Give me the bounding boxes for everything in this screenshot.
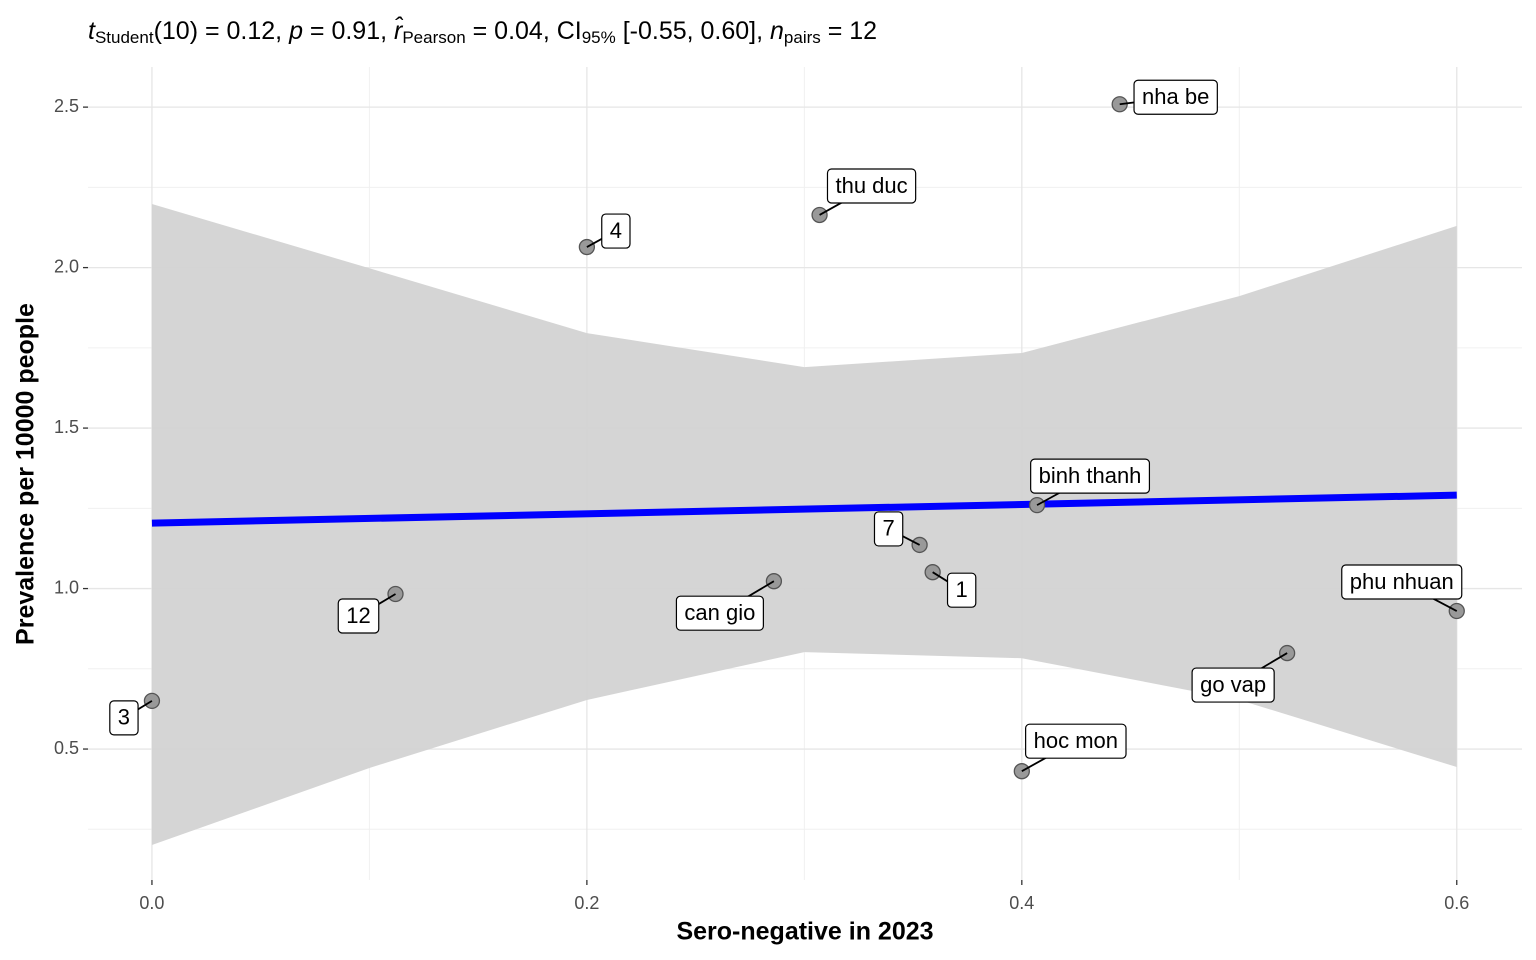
- title-segment: = 12: [821, 17, 877, 45]
- title-segment: n: [770, 17, 784, 45]
- point-label: nha be: [1133, 79, 1218, 115]
- title-segment: = 0.91,: [303, 17, 394, 45]
- title-segment: pairs: [784, 28, 821, 47]
- label-text: phu nhuan: [1350, 569, 1454, 594]
- title-segment: 95%: [582, 28, 616, 47]
- label-box: [109, 700, 139, 736]
- x-tick-label: 0.2: [574, 893, 599, 913]
- y-tick-label: 2.5: [54, 96, 79, 116]
- y-tick-label: 1.0: [54, 577, 79, 597]
- title-segment: = 0.04, CI: [466, 17, 582, 45]
- point-label: binh thanh: [1030, 458, 1151, 494]
- label-box: [1030, 458, 1151, 494]
- point-label: can gio: [675, 595, 764, 631]
- x-axis-title: Sero-negative in 2023: [676, 918, 933, 946]
- label-text: can gio: [684, 600, 755, 625]
- title-segment: r̂: [394, 15, 404, 45]
- confidence-band: [151, 204, 1457, 846]
- point-label: thu duc: [826, 168, 917, 204]
- label-text: 1: [956, 577, 968, 602]
- y-tick-label: 0.5: [54, 738, 79, 758]
- point-label: 4: [601, 213, 631, 249]
- point-label: 7: [873, 511, 904, 547]
- label-text: 4: [610, 218, 622, 243]
- label-box: [826, 168, 917, 204]
- point-label: phu nhuan: [1341, 564, 1463, 600]
- x-tick-label: 0.0: [139, 893, 164, 913]
- regression-line: [151, 491, 1457, 527]
- title-segment: (10) = 0.12,: [154, 17, 290, 45]
- label-text: go vap: [1200, 672, 1266, 697]
- title-segment: Pearson: [402, 28, 465, 47]
- point-label: 12: [337, 598, 380, 634]
- point-label: hoc mon: [1025, 723, 1127, 759]
- label-text: 7: [882, 516, 894, 541]
- title-segment: t: [88, 17, 96, 45]
- y-tick-label: 2.0: [54, 256, 79, 276]
- label-text: hoc mon: [1034, 728, 1118, 753]
- title-segment: p: [288, 17, 303, 45]
- y-tick-label: 1.5: [54, 417, 79, 437]
- label-box: [601, 213, 631, 249]
- chart-title: tStudent(10) = 0.12, p = 0.91, r̂Pearson…: [88, 15, 877, 48]
- label-box: [1191, 667, 1275, 703]
- x-tick-label: 0.6: [1444, 893, 1469, 913]
- y-axis-title: Prevalence per 10000 people: [12, 303, 40, 645]
- label-box: [946, 572, 977, 608]
- label-box: [337, 598, 380, 634]
- point-label: 3: [109, 700, 139, 736]
- label-text: binh thanh: [1039, 463, 1142, 488]
- point-label: 1: [946, 572, 977, 608]
- label-box: [1341, 564, 1463, 600]
- title-segment: Student: [95, 28, 154, 47]
- point-label: go vap: [1191, 667, 1275, 703]
- label-box: [1025, 723, 1127, 759]
- label-box: [675, 595, 764, 631]
- title-segment: [-0.55, 0.60],: [616, 17, 770, 45]
- label-text: thu duc: [835, 173, 907, 198]
- label-box: [1133, 79, 1218, 115]
- x-tick-label: 0.4: [1009, 893, 1034, 913]
- label-text: 12: [346, 603, 370, 628]
- label-text: 3: [118, 705, 130, 730]
- label-box: [873, 511, 904, 547]
- label-text: nha be: [1142, 84, 1209, 109]
